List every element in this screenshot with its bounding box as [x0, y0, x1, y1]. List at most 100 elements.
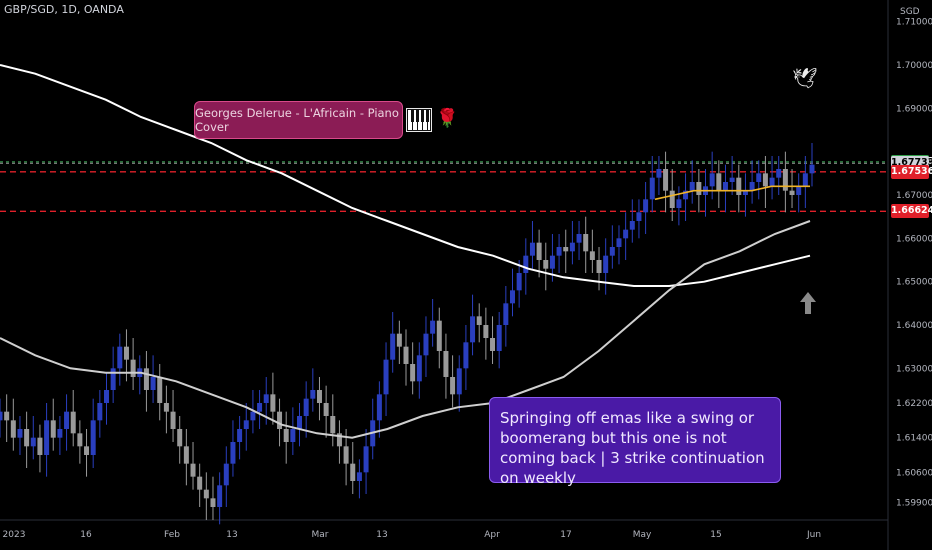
candle-body [230, 442, 236, 464]
candle-body [463, 342, 469, 369]
candle-body [343, 446, 349, 464]
date-tick-label: 13 [376, 530, 387, 540]
price-tick-label: 1.65000 [896, 278, 932, 288]
candle-body [123, 346, 129, 360]
candle-body [603, 255, 609, 273]
candle-body [569, 242, 575, 252]
candle-body [742, 190, 748, 195]
candle-body [443, 351, 449, 377]
candle-body [97, 403, 103, 421]
candle-body [24, 429, 30, 447]
candle-body [556, 247, 562, 256]
song-annotation[interactable]: Georges Delerue - L'Africain - Piano Cov… [194, 101, 403, 139]
candle-body [64, 411, 70, 429]
candle-body [663, 169, 669, 191]
candle-body [509, 290, 515, 304]
candle-body [130, 359, 136, 377]
ema-mid-line [0, 220, 811, 439]
price-tag: 1.66624 [891, 204, 932, 219]
candle-body [403, 346, 409, 364]
candle-body [250, 411, 256, 421]
price-tick-label: 1.63000 [896, 364, 932, 374]
candle-body [456, 368, 462, 395]
candle-body [596, 260, 602, 273]
date-tick-label: 16 [80, 530, 92, 540]
date-tick-label: May [633, 530, 652, 540]
candle-body [649, 177, 655, 200]
candle-body [110, 368, 116, 390]
candle-body [177, 429, 183, 447]
candle-body [802, 173, 808, 187]
price-tag: 1.67536 [891, 164, 932, 179]
candle-body [629, 221, 635, 230]
candle-body [529, 242, 535, 256]
candle-body [170, 411, 176, 429]
ema-long-line [0, 64, 811, 287]
price-tick-label: 1.62200 [896, 399, 932, 409]
date-tick-label: 2023 [3, 530, 26, 540]
candle-body [350, 463, 356, 481]
idea-note[interactable]: Springing off emas like a swing or boome… [489, 397, 781, 487]
candle-body [490, 338, 496, 351]
candle-body [423, 333, 429, 356]
candle-body [516, 273, 522, 291]
candle-body [90, 420, 96, 455]
candle-body [223, 463, 229, 486]
candle-body [243, 420, 249, 429]
candle-body [410, 364, 416, 382]
arrow-up-icon [800, 292, 816, 314]
candle-body [4, 411, 10, 421]
candle-body [656, 169, 662, 178]
candle-body [263, 394, 269, 403]
candle-body [143, 368, 149, 390]
candle-body [390, 333, 396, 360]
price-tick-label: 1.64000 [896, 321, 932, 331]
candle-body [376, 394, 382, 421]
date-tick-label: Jun [806, 530, 821, 540]
candle-body [190, 463, 196, 477]
candle-body [157, 377, 163, 403]
candle-body [84, 446, 90, 455]
candle-body [722, 182, 728, 191]
candle-body [37, 437, 43, 455]
price-tick-label: 1.61400 [896, 434, 932, 444]
candle-body [470, 316, 476, 343]
ema-short-line [654, 185, 810, 201]
candle-body [277, 411, 283, 429]
candle-body [396, 333, 402, 347]
candle-body [589, 251, 595, 260]
candle-body [356, 472, 362, 481]
candle-body [689, 182, 695, 191]
symbol-title[interactable]: GBP/SGD, 1D, OANDA [4, 3, 124, 16]
candle-body [769, 177, 775, 187]
candle-body [210, 498, 216, 507]
candle-body [636, 212, 642, 221]
price-tick-label: 1.67000 [896, 191, 932, 201]
candle-body [283, 429, 289, 442]
price-tick-label: 1.59900 [896, 499, 932, 509]
candle-body [50, 420, 56, 438]
candle-body [117, 346, 123, 369]
candle-body [363, 446, 369, 473]
candle-body [809, 164, 815, 174]
candle-body [563, 247, 569, 252]
candle-body [696, 182, 702, 195]
candle-body [729, 177, 735, 182]
date-tick-label: Mar [312, 530, 329, 540]
price-tick-label: 1.60600 [896, 468, 932, 478]
candle-body [237, 429, 243, 442]
candle-body [450, 377, 456, 395]
candle-body [496, 325, 502, 351]
candle-body [669, 190, 675, 208]
dove-icon: 🕊 [792, 66, 818, 90]
candle-body [150, 377, 156, 390]
candle-body [383, 359, 389, 395]
candle-body [796, 186, 802, 195]
candle-body [483, 325, 489, 338]
date-tick-label: 15 [710, 530, 721, 540]
date-tick-label: 17 [560, 530, 571, 540]
date-tick-label: Apr [484, 530, 500, 540]
candle-body [103, 390, 109, 403]
